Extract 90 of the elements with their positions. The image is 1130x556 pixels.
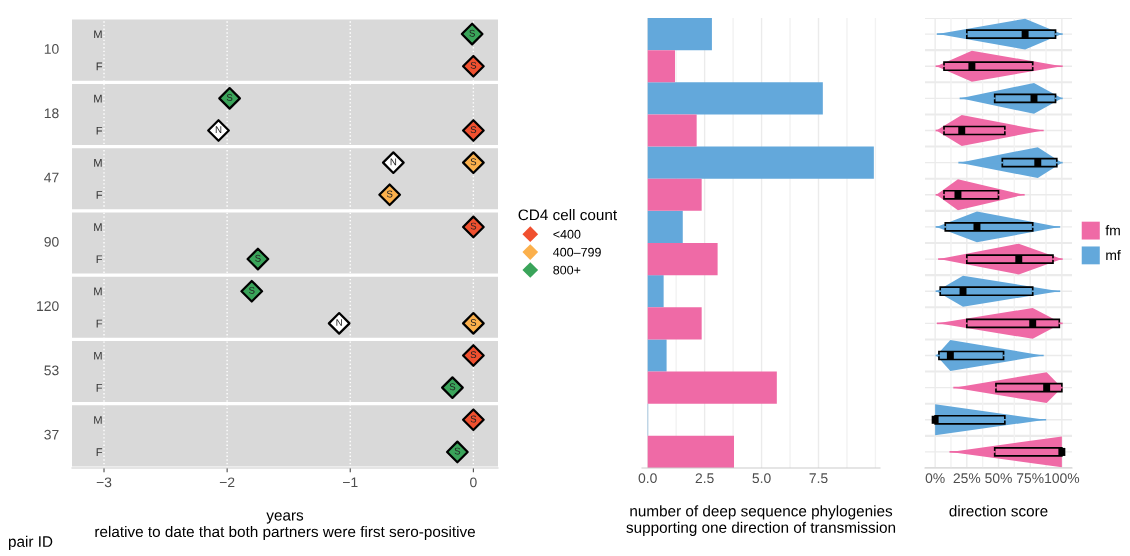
y-axis-title: pair ID [8, 535, 53, 550]
point [240, 279, 264, 303]
data-label: S [469, 29, 475, 37]
point [461, 344, 485, 367]
text: 18 [44, 108, 59, 119]
text: 10 [44, 44, 59, 54]
x-tick-label: 0 [470, 477, 477, 488]
y-tick-label: F [96, 126, 103, 135]
data-label: S [226, 94, 233, 101]
x-tick-label: 7.5 [809, 473, 828, 484]
x-tick-label: −2 [219, 477, 235, 488]
x-tick-label: 25% [953, 473, 981, 484]
x-axis-title: direction score [949, 505, 1048, 517]
legend-label: <400 [553, 229, 581, 239]
y-tick-label: M [94, 416, 102, 424]
y-tick-label: M [94, 30, 102, 39]
y-tick-label: M [94, 351, 102, 360]
bar [647, 307, 702, 340]
bar [647, 82, 823, 115]
point [218, 86, 242, 110]
bar [647, 371, 777, 404]
text: 47 [44, 172, 59, 183]
data-label: S [454, 447, 461, 455]
data-label: S [470, 61, 477, 69]
x-tick-label: 0.0 [638, 473, 657, 484]
point [327, 311, 351, 335]
point [461, 408, 485, 432]
x-tick-label: 2.5 [695, 473, 714, 484]
point [445, 440, 469, 464]
y-tick-label: F [96, 319, 103, 328]
data-label: N [390, 158, 397, 166]
point [246, 247, 270, 271]
bar [647, 18, 712, 51]
text: 120 [37, 301, 59, 312]
data-label: S [470, 158, 477, 166]
y-tick-label: M [94, 223, 102, 231]
y-tick-label: F [96, 191, 103, 199]
legend-label: 400–799 [553, 247, 601, 257]
y-tick-label: M [94, 94, 102, 103]
data-label: S [470, 319, 477, 326]
point [441, 376, 464, 400]
x-axis-title: number of deep sequence phylogenies supporting one direction of transmission [626, 505, 896, 536]
point [461, 54, 485, 78]
legend-label: fm [1105, 225, 1120, 236]
x-tick-label: 75% [1016, 473, 1044, 484]
bar [647, 50, 676, 83]
y-tick-label: M [94, 159, 102, 167]
legend-label: 800+ [553, 265, 581, 275]
y-tick-label: F [96, 255, 103, 264]
x-tick-label: 50% [985, 473, 1012, 484]
y-tick-label: M [94, 287, 102, 296]
bar [647, 243, 718, 276]
point [461, 119, 485, 142]
data-label: N [215, 126, 222, 134]
bar [647, 275, 664, 308]
bar [647, 114, 697, 147]
bar [647, 210, 683, 243]
bar [647, 146, 874, 179]
data-label: S [386, 190, 393, 198]
x-axis-title: years relative to date that both partners were first sero-positive [95, 512, 475, 541]
data-label: S [470, 415, 477, 423]
point [461, 311, 485, 335]
data-label: N [336, 319, 342, 326]
point [460, 22, 484, 46]
data-label: S [470, 351, 477, 359]
y-tick-label: F [96, 448, 103, 456]
text: 37 [44, 429, 59, 440]
data-label: S [248, 286, 255, 294]
x-tick-label: −1 [343, 477, 358, 488]
bar [647, 178, 702, 211]
point [378, 183, 402, 207]
data-label: S [470, 126, 477, 134]
legend-title: CD4 cell count [518, 209, 618, 221]
x-tick-label: 0% [925, 473, 945, 484]
x-tick-label: 100% [1045, 473, 1080, 484]
bar [647, 435, 735, 468]
bar [647, 339, 667, 372]
data-label: S [255, 254, 261, 262]
x-tick-label: 5.0 [752, 473, 771, 484]
point [461, 151, 485, 175]
legend-label: mf [1106, 249, 1121, 260]
data-label: S [470, 222, 477, 230]
point [461, 215, 485, 239]
data-label: S [449, 383, 456, 391]
point [381, 151, 405, 175]
text: 90 [44, 236, 59, 247]
text: 53 [44, 365, 59, 376]
x-tick-label: −3 [96, 477, 112, 488]
y-tick-label: F [96, 62, 103, 71]
y-tick-label: F [96, 384, 103, 392]
